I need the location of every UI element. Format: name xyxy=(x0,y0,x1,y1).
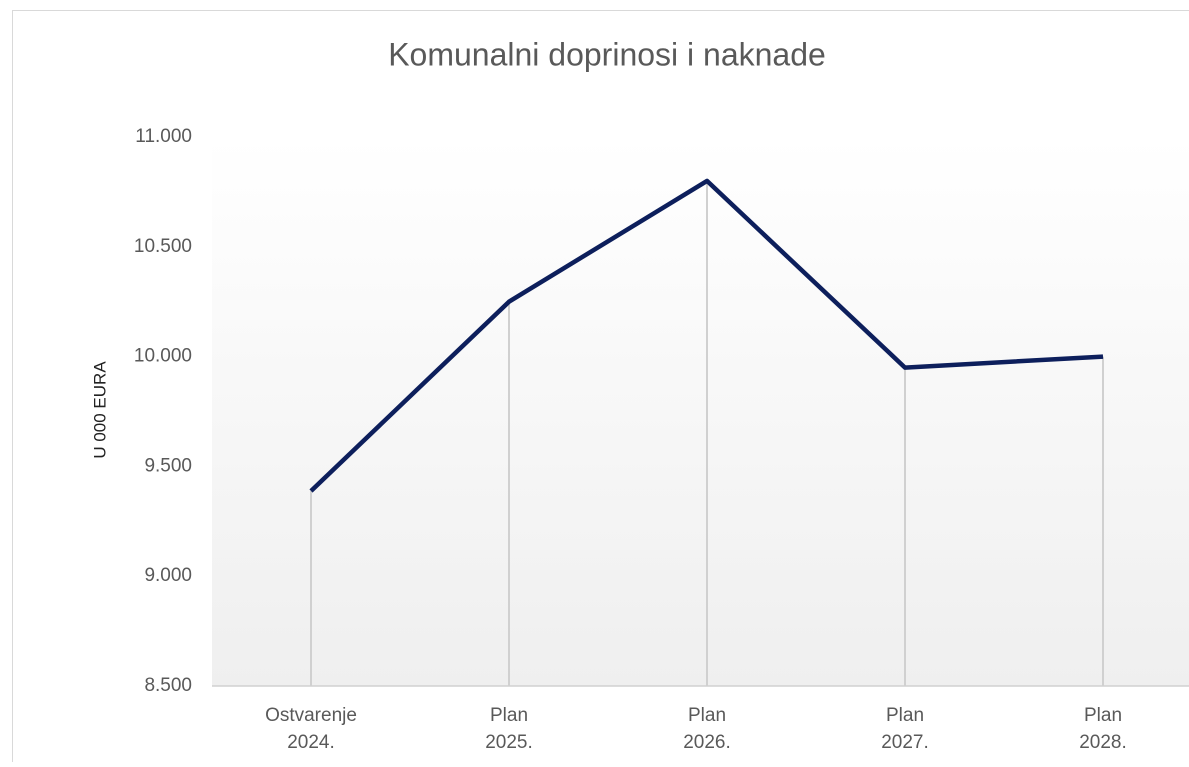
y-axis-label: U 000 EURA xyxy=(90,361,109,459)
x-tick-label: Plan xyxy=(490,705,528,726)
x-tick-label: Plan xyxy=(886,705,924,726)
x-tick-label: 2026. xyxy=(683,732,731,753)
y-tick-label: 9.500 xyxy=(144,455,192,476)
y-tick-label: 10.500 xyxy=(134,236,192,257)
chart-title: Komunalni doprinosi i naknade xyxy=(388,36,826,72)
x-tick-label: 2027. xyxy=(881,732,929,753)
y-tick-label: 11.000 xyxy=(135,126,192,147)
y-tick-label: 10.000 xyxy=(134,346,192,367)
y-tick-label: 8.500 xyxy=(144,675,192,696)
x-tick-label: Plan xyxy=(688,705,726,726)
x-tick-label: Plan xyxy=(1084,705,1122,726)
x-tick-label: Ostvarenje xyxy=(265,705,357,726)
x-tick-label: 2025. xyxy=(485,732,533,753)
x-tick-label: 2028. xyxy=(1079,732,1127,753)
plot-area xyxy=(212,137,1189,686)
y-tick-label: 9.000 xyxy=(144,565,192,586)
x-tick-label: 2024. xyxy=(287,732,335,753)
